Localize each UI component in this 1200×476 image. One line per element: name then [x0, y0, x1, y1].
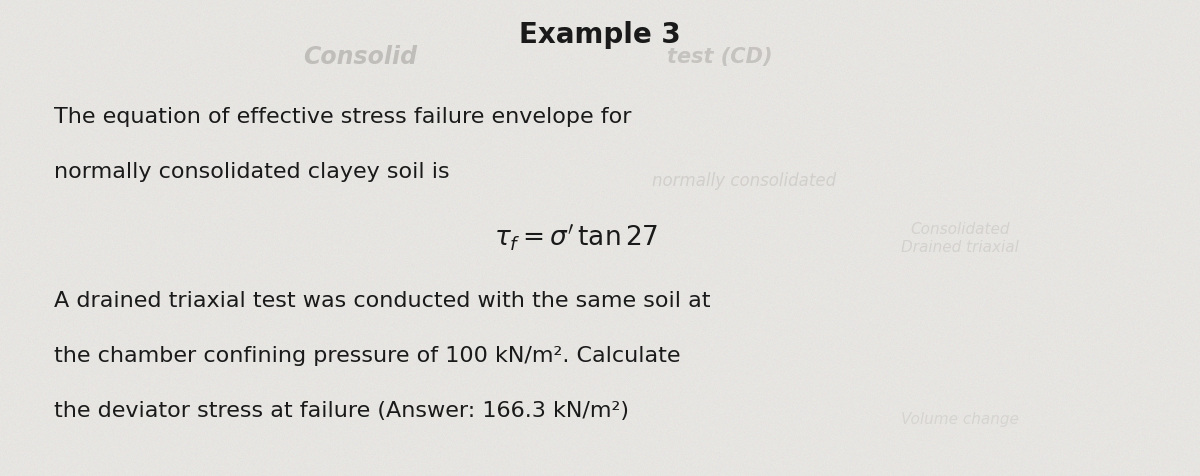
Text: The equation of effective stress failure envelope for: The equation of effective stress failure…: [54, 107, 631, 127]
Text: Consolid: Consolid: [302, 45, 418, 69]
Text: the chamber confining pressure of 100 kN/m². Calculate: the chamber confining pressure of 100 kN…: [54, 345, 680, 365]
Text: Consolidated
Drained triaxial: Consolidated Drained triaxial: [901, 222, 1019, 254]
Text: normally consolidated: normally consolidated: [652, 172, 836, 190]
Text: A drained triaxial test was conducted with the same soil at: A drained triaxial test was conducted wi…: [54, 290, 710, 310]
Text: Volume change: Volume change: [901, 411, 1019, 426]
Text: $\tau_f = \sigma^{\prime}\,\tan 27$: $\tau_f = \sigma^{\prime}\,\tan 27$: [494, 222, 658, 252]
Text: normally consolidated clayey soil is: normally consolidated clayey soil is: [54, 162, 450, 182]
Text: test (CD): test (CD): [667, 47, 773, 67]
Text: the deviator stress at failure (Answer: 166.3 kN/m²): the deviator stress at failure (Answer: …: [54, 400, 629, 420]
Text: Example 3: Example 3: [520, 21, 680, 50]
